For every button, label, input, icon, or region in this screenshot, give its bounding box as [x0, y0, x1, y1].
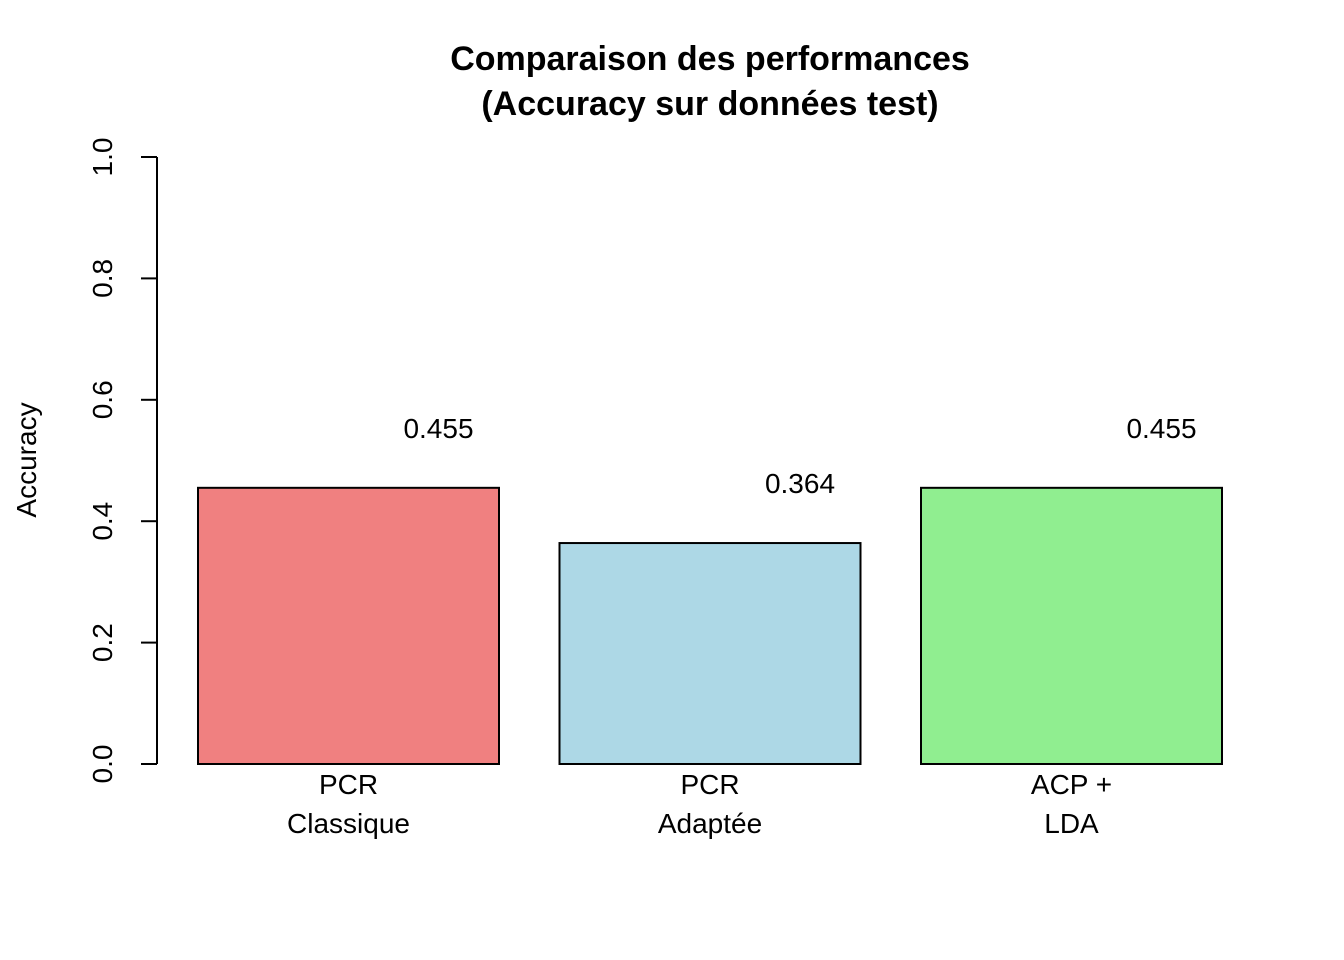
bar-value-label: 0.455: [403, 413, 473, 444]
category-labels: PCR Classique PCR Adaptée ACP + LDA: [287, 769, 1112, 839]
chart-title-line-1: Comparaison des performances: [450, 40, 970, 78]
y-axis: 0.0 0.2 0.4 0.6 0.8 1.0: [87, 138, 158, 784]
y-tick-label: 0.0: [87, 745, 118, 784]
chart-title-line-2: (Accuracy sur données test): [481, 85, 938, 123]
category-label: PCR: [319, 769, 378, 800]
bars: [197, 486, 1223, 765]
bar: [197, 486, 500, 765]
y-tick-label: 0.8: [87, 259, 118, 298]
category-label: Classique: [287, 808, 410, 839]
y-tick-label: 0.6: [87, 380, 118, 419]
y-axis-label: Accuracy: [11, 402, 42, 517]
bar-value-label: 0.455: [1126, 413, 1196, 444]
value-labels: 0.455 0.364 0.455: [403, 413, 1196, 499]
category-label: LDA: [1044, 808, 1099, 839]
chart-title: Comparaison des performances (Accuracy s…: [450, 40, 970, 123]
y-tick-label: 0.2: [87, 623, 118, 662]
bar: [920, 486, 1223, 765]
y-tick-label: 1.0: [87, 138, 118, 177]
y-tick-label: 0.4: [87, 502, 118, 541]
bar-value-label: 0.364: [765, 468, 835, 499]
bar: [558, 542, 862, 765]
category-label: PCR: [680, 769, 739, 800]
category-label: Adaptée: [658, 808, 762, 839]
category-label: ACP +: [1031, 769, 1112, 800]
